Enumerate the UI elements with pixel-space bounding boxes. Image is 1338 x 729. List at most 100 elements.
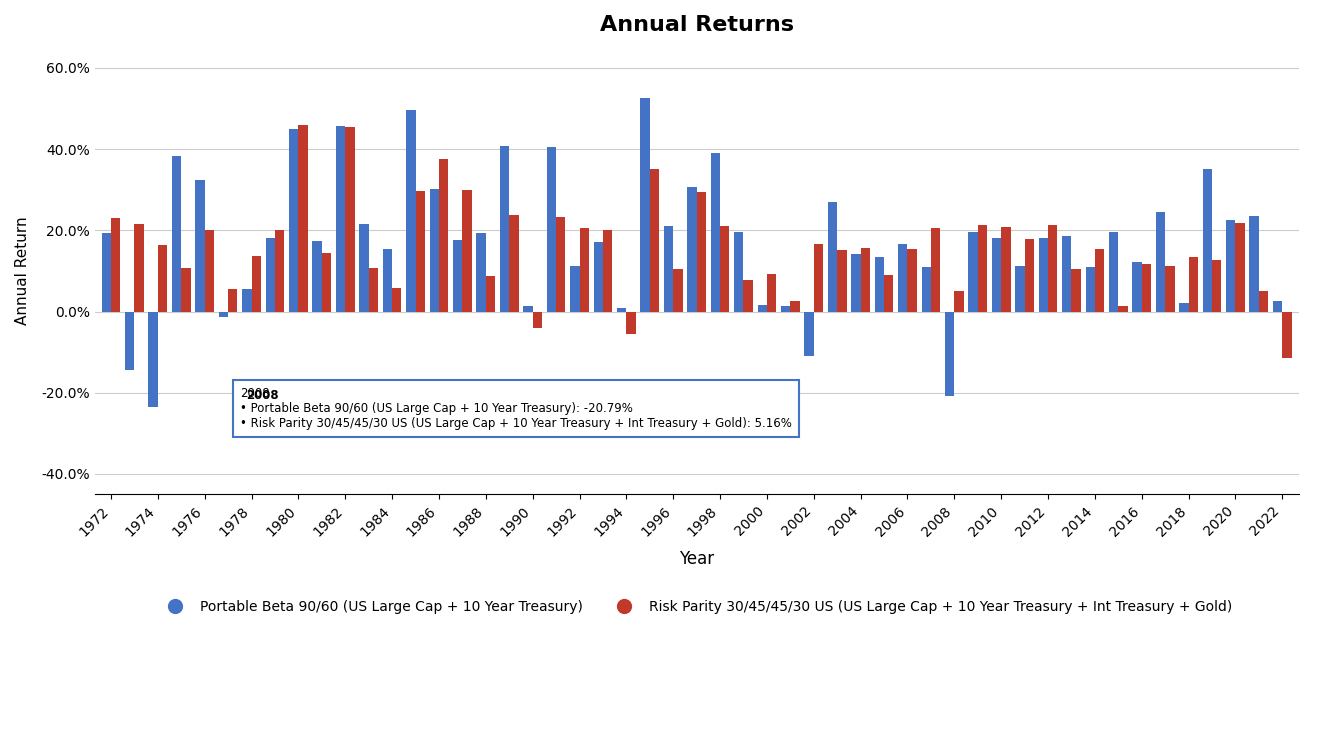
Bar (124, 311, 134, 370)
Bar (252, 256, 261, 311)
Bar (791, 300, 800, 311)
Bar (626, 311, 636, 334)
Bar (266, 238, 276, 311)
Bar (603, 230, 613, 311)
Bar (884, 275, 894, 311)
Bar (781, 306, 791, 311)
Bar (954, 291, 963, 311)
Bar (1094, 249, 1104, 311)
Bar (181, 268, 190, 311)
Bar (1272, 301, 1282, 311)
Bar (744, 280, 753, 311)
Bar (594, 242, 603, 311)
Bar (1048, 225, 1057, 311)
Text: 2008
• Portable Beta 90/60 (US Large Cap + 10 Year Treasury): -20.79%
• Risk Par: 2008 • Portable Beta 90/60 (US Large Cap… (240, 386, 792, 429)
Bar (664, 226, 673, 311)
Bar (617, 308, 626, 311)
Bar (1282, 311, 1291, 358)
Bar (838, 250, 847, 311)
Bar (641, 98, 650, 311)
Bar (579, 228, 589, 311)
Bar (1119, 306, 1128, 311)
Bar (767, 274, 776, 311)
Bar (416, 190, 425, 311)
Bar (336, 126, 345, 311)
Bar (486, 276, 495, 311)
Bar (969, 233, 978, 311)
Bar (1132, 262, 1141, 311)
Bar (804, 311, 814, 356)
Bar (322, 253, 332, 311)
Bar (1226, 220, 1235, 311)
Bar (500, 146, 510, 311)
Bar (1072, 269, 1081, 311)
Bar (476, 233, 486, 311)
Bar (697, 192, 706, 311)
Bar (510, 214, 519, 311)
Bar (991, 238, 1001, 311)
Bar (1141, 264, 1151, 311)
Bar (149, 311, 158, 407)
Bar (1212, 260, 1222, 311)
Bar (931, 227, 941, 311)
Bar (276, 230, 285, 311)
Bar (650, 169, 660, 311)
Bar (673, 269, 682, 311)
Bar (978, 225, 987, 311)
Bar (1156, 211, 1165, 311)
Bar (383, 249, 392, 311)
Bar (1025, 239, 1034, 311)
Bar (289, 129, 298, 311)
Bar (570, 265, 579, 311)
Bar (1001, 227, 1010, 311)
Bar (111, 218, 120, 311)
Bar (369, 268, 379, 311)
Bar (429, 189, 439, 311)
Bar (757, 305, 767, 311)
Text: 2008: 2008 (246, 389, 278, 402)
Bar (171, 156, 181, 311)
Legend: Portable Beta 90/60 (US Large Cap + 10 Year Treasury), Risk Parity 30/45/45/30 U: Portable Beta 90/60 (US Large Cap + 10 Y… (154, 593, 1239, 621)
Bar (547, 147, 557, 311)
Bar (1179, 303, 1188, 311)
Bar (1109, 233, 1119, 311)
Bar (205, 230, 214, 311)
Bar (407, 110, 416, 311)
Bar (454, 241, 463, 311)
Bar (814, 243, 823, 311)
Y-axis label: Annual Return: Annual Return (15, 217, 29, 325)
Bar (828, 201, 838, 311)
Bar (688, 187, 697, 311)
Bar (1188, 257, 1198, 311)
Bar (195, 179, 205, 311)
Bar (218, 311, 227, 317)
Bar (875, 257, 884, 311)
Bar (463, 190, 472, 311)
Bar (907, 249, 917, 311)
Bar (710, 153, 720, 311)
Bar (720, 226, 729, 311)
Bar (557, 217, 566, 311)
Bar (1016, 265, 1025, 311)
Bar (1085, 267, 1094, 311)
Bar (298, 125, 308, 311)
Bar (860, 248, 870, 311)
Bar (945, 311, 954, 396)
Bar (922, 267, 931, 311)
Bar (523, 306, 533, 311)
Bar (102, 233, 111, 311)
Bar (1062, 236, 1072, 311)
Bar (313, 241, 322, 311)
Bar (134, 225, 143, 311)
X-axis label: Year: Year (680, 550, 714, 568)
Bar (392, 288, 401, 311)
Bar (1203, 169, 1212, 311)
Bar (242, 289, 252, 311)
Bar (1259, 292, 1268, 311)
Bar (1038, 238, 1048, 311)
Bar (1235, 222, 1244, 311)
Bar (439, 160, 448, 311)
Title: Annual Returns: Annual Returns (599, 15, 793, 35)
Bar (898, 244, 907, 311)
Bar (360, 224, 369, 311)
